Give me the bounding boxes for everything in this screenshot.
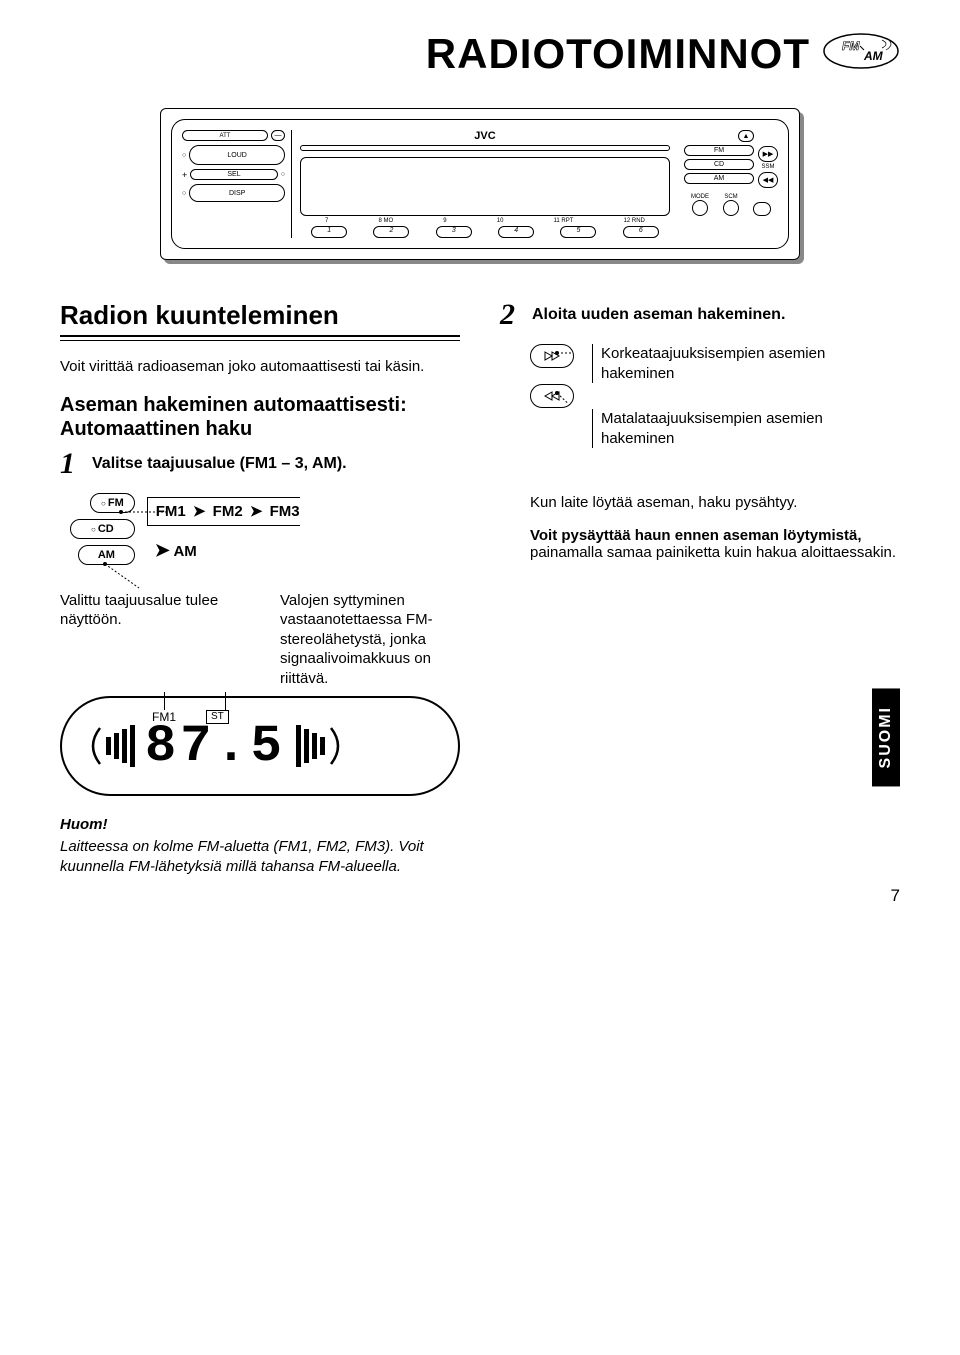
seek-up-oval (530, 344, 574, 368)
right-column: 2 Aloita uuden aseman hakeminen. Korkeat… (500, 300, 900, 906)
fm-pill: ○FM (90, 493, 135, 513)
ssm-label: SSM (761, 164, 774, 170)
language-tab: SUOMI (872, 688, 900, 786)
cd-button: CD (684, 159, 754, 170)
am-button: AM (684, 173, 754, 184)
att-button: ATT (182, 130, 268, 141)
preset-1: 1 (311, 226, 347, 238)
left-column: Radion kuunteleminen Voit virittää radio… (60, 300, 460, 906)
mode-button (692, 200, 708, 216)
loud-button: LOUD (189, 145, 285, 165)
step-1: 1 Valitse taajuusalue (FM1 – 3, AM). (60, 449, 460, 479)
cd-slot (300, 145, 670, 151)
scm-button (723, 200, 739, 216)
lcd-st-indicator: ST (206, 710, 229, 724)
pointer-fm1 (164, 692, 165, 710)
lcd-label-right: Valojen syttyminen vastaanotettaessa FM-… (280, 591, 460, 689)
lcd-label-left: Valittu taajuusalue tulee näyttöön. (60, 591, 240, 689)
lcd-fm1-indicator: FM1 (152, 710, 176, 724)
scm-label: SCM (723, 194, 739, 200)
preset-6: 6 (623, 226, 659, 238)
note-heading: Huom! (60, 816, 460, 833)
sub-heading: Aseman hakeminen automaattisesti: Automa… (60, 393, 460, 441)
lcd-frequency: 87.5 (145, 717, 286, 776)
step-1-number: 1 (60, 449, 80, 479)
release-button (753, 202, 771, 216)
intro-text: Voit virittää radioaseman joko automaatt… (60, 357, 460, 377)
preset-labels-row: 7 8 MO 9 10 11 RPT 12 RND (300, 218, 670, 224)
lcd-left-paren-icon (82, 724, 106, 768)
brand-label: JVC (474, 130, 495, 142)
seek-buttons (530, 344, 574, 474)
lcd-bars-left (106, 725, 135, 767)
preset-3: 3 (436, 226, 472, 238)
fm-am-badge: FM AM (822, 32, 900, 70)
preset-2: 2 (373, 226, 409, 238)
lcd-block: Valittu taajuusalue tulee näyttöön. Valo… (60, 591, 460, 877)
step-2: 2 Aloita uuden aseman hakeminen. (500, 300, 900, 330)
badge-am-text: AM (863, 49, 884, 63)
preset-buttons-row: 1 2 3 4 5 6 (300, 226, 670, 238)
sel-button: SEL (190, 169, 278, 180)
mode-label: MODE (691, 194, 709, 200)
band-selector-diagram: ○FM ○CD AM FM1 ➤ FM2 ➤ (70, 493, 460, 565)
step-2-text: Aloita uuden aseman hakeminen. (532, 300, 785, 330)
divider-thick (60, 335, 460, 337)
section-heading: Radion kuunteleminen (60, 300, 460, 331)
preset-4: 4 (498, 226, 534, 238)
cd-pill: ○CD (70, 519, 135, 539)
result-text-1: Kun laite löytää aseman, haku pysähtyy. (530, 494, 900, 511)
divider-thin (60, 340, 460, 341)
band-flow-am: ➤ AM (155, 540, 300, 561)
page-number: 7 (891, 886, 900, 906)
badge-fm-text: FM (842, 39, 860, 53)
seek-labels: Korkeataajuuksisempien asemien hakeminen… (592, 344, 900, 474)
seek-down-oval (530, 384, 574, 408)
lcd-display: FM1 ST 87.5 (60, 696, 460, 796)
eject-button: ▲ (738, 130, 754, 142)
step-1-text: Valitse taajuusalue (FM1 – 3, AM). (92, 449, 347, 479)
power-button: — (271, 130, 285, 141)
pointer-st (225, 692, 226, 710)
radio-center-panel: JVC 7 8 MO 9 10 11 RPT 12 RND 1 2 3 4 5 … (300, 130, 670, 238)
seek-up-button: ▶▶ (758, 146, 778, 162)
seek-diagram: Korkeataajuuksisempien asemien hakeminen… (530, 344, 900, 474)
page-title: RADIOTOIMINNOT (60, 30, 900, 78)
seek-down-button: ◀◀ (758, 172, 778, 188)
preset-5: 5 (560, 226, 596, 238)
lcd-bars-right (296, 725, 325, 767)
seek-up-label: Korkeataajuuksisempien asemien hakeminen (592, 344, 900, 383)
step-2-number: 2 (500, 300, 520, 330)
seek-down-label: Matalataajuuksisempien asemien hakeminen (592, 409, 900, 448)
fm-button: FM (684, 145, 754, 156)
note-text: Laitteessa on kolme FM-aluetta (FM1, FM2… (60, 837, 460, 876)
lcd-right-paren-icon (325, 724, 349, 768)
radio-illustration: ATT — ○ LOUD + SEL ○ ○ DISP JVC 7 (160, 108, 800, 260)
am-pill: AM (78, 545, 135, 565)
radio-right-panel: ▲ FM CD AM ▶▶ SSM ◀◀ MODE SCM (678, 130, 778, 238)
band-buttons-group: ○FM ○CD AM (70, 493, 135, 565)
disp-button: DISP (189, 184, 285, 202)
result-text-2: Voit pysäyttää haun ennen aseman löytymi… (530, 527, 900, 561)
radio-face: ATT — ○ LOUD + SEL ○ ○ DISP JVC 7 (171, 119, 789, 249)
content-columns: Radion kuunteleminen Voit virittää radio… (60, 300, 900, 906)
radio-left-panel: ATT — ○ LOUD + SEL ○ ○ DISP (182, 130, 292, 238)
lcd-screen (300, 157, 670, 216)
